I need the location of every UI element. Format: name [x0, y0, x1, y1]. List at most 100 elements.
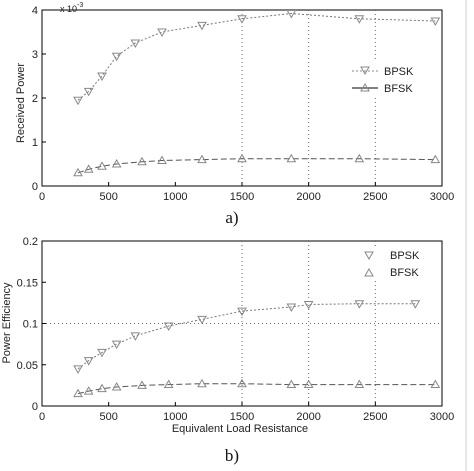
x-tick-label: 3000 [430, 191, 454, 203]
x-tick-label: 1000 [163, 191, 187, 203]
data-point-bfsk [197, 154, 207, 164]
x-tick-label: 0 [39, 191, 45, 203]
panel-b-legend-bpsk-label: BPSK [390, 250, 420, 262]
panel-a-grid [241, 10, 376, 186]
series-line-bpsk [77, 303, 416, 370]
y-tick-label: 0.15 [17, 277, 38, 289]
series-line-bfsk [77, 383, 436, 395]
data-point-bfsk [354, 379, 365, 389]
data-point-bfsk [237, 378, 247, 388]
data-point-bpsk [97, 72, 107, 82]
data-point-bfsk [286, 153, 297, 163]
panel-a-legend-bpsk-marker [360, 66, 370, 76]
data-point-bpsk [237, 15, 247, 24]
panel-b-legend: BPSK BFSK [358, 246, 434, 280]
data-point-bfsk [83, 386, 94, 395]
y-tick-label: 2 [32, 93, 38, 105]
data-point-bpsk [111, 340, 122, 350]
y-tick-label: 0 [32, 401, 38, 413]
data-point-bpsk [83, 357, 94, 366]
y-tick-label: 0 [32, 181, 38, 193]
panel-b-legend-bfsk-marker [364, 267, 374, 277]
panel-a-y-ticks: 0 1 2 3 4 [32, 5, 46, 193]
panel-b-series [73, 300, 441, 398]
data-point-bpsk [157, 28, 167, 38]
data-point-bfsk [73, 167, 83, 177]
data-point-bfsk [111, 158, 122, 168]
x-tick-label: 500 [99, 191, 117, 203]
data-point-bpsk [197, 21, 207, 31]
data-point-bfsk [137, 380, 147, 389]
x-tick-label: 2500 [363, 191, 387, 203]
data-point-bpsk [303, 301, 314, 310]
panel-a-legend: BPSK BFSK [350, 62, 428, 96]
data-point-bpsk [286, 10, 297, 19]
data-point-bfsk [157, 155, 167, 164]
data-point-bfsk [73, 388, 83, 398]
data-point-bfsk [354, 153, 365, 163]
x-tick-label: 2000 [296, 191, 320, 203]
data-point-bpsk [163, 322, 174, 331]
panel-b-grid [42, 241, 442, 406]
data-point-bpsk [237, 307, 247, 317]
data-point-bpsk [410, 300, 421, 309]
panel-b-legend-bpsk-marker [364, 251, 374, 261]
data-point-bfsk [286, 379, 297, 389]
data-point-bfsk [111, 382, 122, 391]
data-point-bpsk [73, 96, 83, 106]
data-point-bpsk [130, 332, 141, 341]
data-point-bfsk [83, 164, 94, 173]
x-tick-label: 2000 [296, 411, 320, 423]
x-tick-label: 0 [39, 411, 45, 423]
data-point-bfsk [97, 383, 107, 393]
panel-a-series [73, 10, 441, 177]
data-point-bpsk [354, 15, 365, 24]
y-tick-label: 3 [32, 49, 38, 61]
x-tick-label: 1500 [230, 191, 254, 203]
data-point-bpsk [286, 303, 297, 313]
data-point-bfsk [137, 156, 147, 166]
panel-b-ylabel: Power Efficiency [1, 282, 13, 364]
panel-a-legend-box [350, 62, 428, 96]
data-point-bpsk [354, 300, 365, 309]
data-point-bpsk [197, 315, 207, 325]
panel-b-x-ticks: 0 500 1000 1500 2000 2500 3000 [39, 402, 454, 423]
y-tick-label: 0.2 [23, 236, 38, 248]
data-point-bfsk [163, 379, 174, 389]
data-point-bfsk [430, 379, 441, 389]
panel-b-label: b) [225, 446, 239, 465]
data-point-bpsk [97, 348, 107, 358]
panel-a-ylabel: Received Power [15, 63, 27, 143]
panel-a-legend-bfsk-marker [360, 82, 370, 92]
data-point-bpsk [130, 39, 141, 49]
y-tick-label: 0.1 [23, 319, 38, 331]
panel-b-legend-bfsk-label: BFSK [390, 267, 419, 279]
data-point-bfsk [303, 379, 314, 389]
data-point-bfsk [430, 154, 441, 164]
y-tick-label: 1 [32, 137, 38, 149]
data-point-bfsk [237, 153, 247, 163]
x-tick-label: 1000 [163, 411, 187, 423]
x-tick-label: 2500 [363, 411, 387, 423]
data-point-bpsk [430, 17, 441, 27]
panel-a-x-ticks: 0 500 1000 1500 2000 2500 3000 [39, 182, 454, 203]
x-tick-label: 500 [99, 411, 117, 423]
panel-a-legend-bpsk-label: BPSK [384, 66, 414, 78]
panel-a-legend-bfsk-label: BFSK [384, 83, 413, 95]
x-tick-label: 3000 [430, 411, 454, 423]
panel-b-y-ticks: 0 0.05 0.1 0.15 0.2 [17, 236, 46, 413]
panel-a-label: a) [225, 208, 238, 227]
series-line-bfsk [77, 158, 436, 174]
y-tick-label: 4 [32, 5, 38, 17]
x-tick-label: 1500 [230, 411, 254, 423]
data-point-bpsk [73, 365, 83, 374]
y-tick-label: 0.05 [17, 360, 38, 372]
data-point-bpsk [111, 52, 122, 62]
panel-a-exponent-base: x 10 [60, 4, 77, 14]
panel-a-exponent-label: x 10-3 [60, 2, 83, 14]
data-point-bpsk [83, 87, 94, 97]
data-point-bfsk [197, 378, 207, 388]
data-point-bfsk [97, 161, 107, 170]
panel-a-exponent-power: -3 [77, 2, 83, 9]
